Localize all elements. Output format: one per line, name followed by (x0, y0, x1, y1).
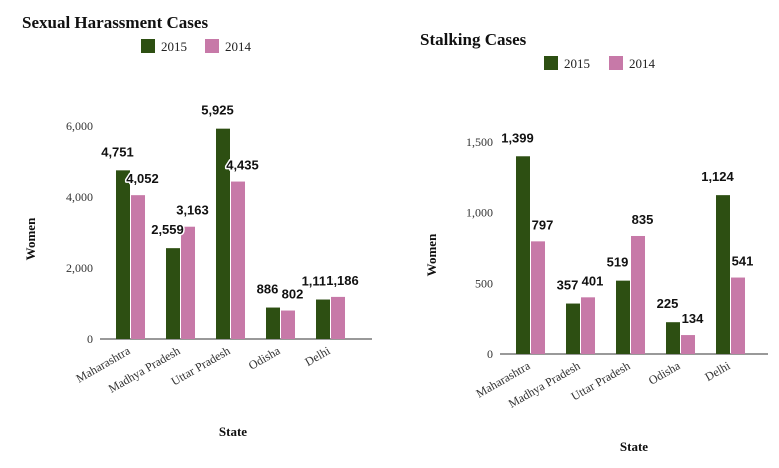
category-label: Odisha (646, 358, 683, 387)
y-tick-label: 4,000 (66, 190, 93, 204)
bar-2015-maharashtra (116, 170, 130, 339)
legend-swatch-2015 (544, 56, 558, 70)
legend-label-2015: 2015 (161, 39, 187, 54)
data-label: 2,559 (151, 222, 184, 237)
chart-2: Stalking Cases 2015 2014 0 500 1,000 1,500 1,39… (420, 30, 768, 454)
y-tick-label: 0 (87, 332, 93, 346)
y-tick-label: 0 (487, 347, 493, 361)
category-label: Delhi (302, 343, 333, 369)
legend-label-2014: 2014 (629, 56, 656, 71)
y-axis-title: Women (23, 217, 38, 260)
bar-2014-delhi (331, 296, 345, 339)
chart-1: Sexual Harassment Cases 2015 2014 0 2,000 4,0… (22, 13, 372, 439)
bar-2015-madhya-pradesh (566, 303, 580, 354)
chart-title: Stalking Cases (420, 30, 527, 49)
bar-2015-odisha (666, 322, 680, 354)
bar-2014-madhya-pradesh (581, 297, 595, 354)
data-label: 1,186 (326, 273, 359, 288)
category-label: Delhi (702, 358, 733, 384)
bar-2014-uttar-pradesh (631, 235, 645, 354)
bar-2014-maharashtra (131, 195, 145, 339)
y-tick-label: 1,500 (466, 135, 493, 149)
bar-2014-uttar-pradesh (231, 181, 245, 339)
data-label: 835 (632, 212, 654, 227)
data-label: 4,751 (101, 144, 134, 159)
data-label: 1,124 (701, 169, 734, 184)
category-label: Odisha (246, 343, 283, 372)
bar-2015-uttar-pradesh (216, 128, 230, 339)
data-label: 357 (557, 278, 579, 293)
legend-swatch-2014 (609, 56, 623, 70)
bar-2015-maharashtra (516, 156, 530, 354)
y-tick-label: 500 (475, 276, 493, 290)
bar-2015-delhi (716, 195, 730, 354)
y-tick-label: 2,000 (66, 261, 93, 275)
bar-2015-madhya-pradesh (166, 248, 180, 339)
bar-2015-delhi (316, 299, 330, 339)
bar-2015-uttar-pradesh (616, 280, 630, 354)
bar-2014-odisha (281, 310, 295, 339)
legend-swatch-2015 (141, 39, 155, 53)
data-label: 802 (282, 287, 304, 302)
data-label: 1,112 (302, 274, 334, 289)
bar-2014-madhya-pradesh (181, 226, 195, 339)
legend-label-2015: 2015 (564, 56, 590, 71)
bar-2014-delhi (731, 277, 745, 354)
bar-2014-odisha (681, 335, 695, 354)
data-label: 541 (732, 254, 754, 269)
data-label: 1,399 (501, 130, 534, 145)
x-axis-title: State (620, 439, 648, 454)
data-label: 5,925 (201, 103, 234, 118)
data-label: 519 (607, 255, 629, 270)
y-tick-label: 6,000 (66, 119, 93, 133)
data-label: 797 (532, 217, 554, 232)
y-axis-title: Women (424, 233, 439, 276)
x-axis-title: State (219, 424, 247, 439)
legend-label-2014: 2014 (225, 39, 252, 54)
data-label: 886 (257, 282, 279, 297)
legend-swatch-2014 (205, 39, 219, 53)
y-tick-label: 1,000 (466, 206, 493, 220)
data-label: 401 (582, 273, 604, 288)
data-label: 225 (657, 296, 679, 311)
data-label: 3,163 (176, 203, 209, 218)
data-label: 134 (682, 311, 704, 326)
data-label: 4,435 (226, 158, 259, 173)
data-label: 4,052 (126, 171, 159, 186)
bar-2014-maharashtra (531, 241, 545, 354)
bar-2015-odisha (266, 307, 280, 339)
chart-title: Sexual Harassment Cases (22, 13, 208, 32)
